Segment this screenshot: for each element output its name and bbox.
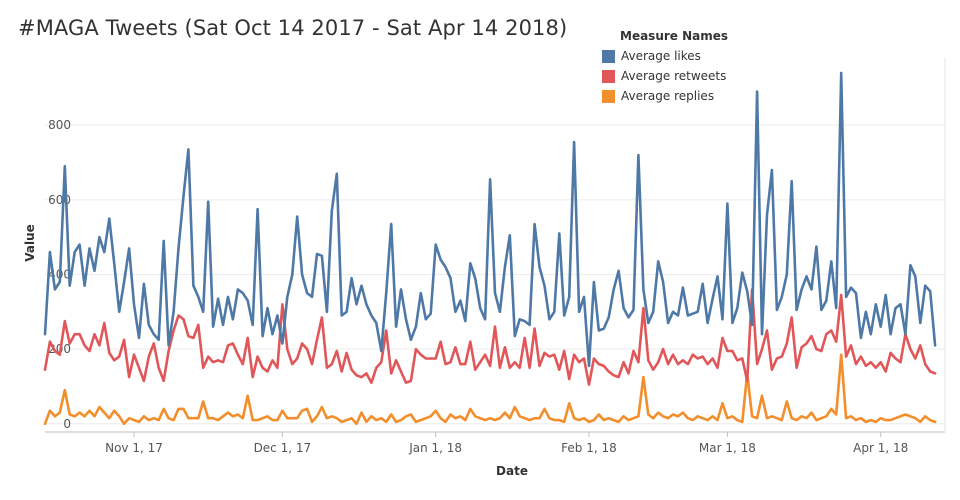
legend-label-likes: Average likes [621, 49, 701, 63]
series-lines [43, 71, 937, 426]
x-axis-label: Date [496, 464, 528, 478]
chart-title: #MAGA Tweets (Sat Oct 14 2017 - Sat Apr … [18, 16, 568, 40]
x-tick-label: Mar 1, 18 [699, 441, 756, 455]
x-tick-label: Nov 1, 17 [105, 441, 163, 455]
x-tick-label: Jan 1, 18 [408, 441, 462, 455]
legend-label-replies: Average replies [621, 89, 715, 103]
series-line-likes[interactable] [43, 71, 937, 368]
x-tick-label: Feb 1, 18 [561, 441, 617, 455]
y-axis-label: Value [23, 224, 37, 262]
legend-swatch-retweets [602, 69, 615, 83]
series-line-replies[interactable] [43, 353, 937, 426]
y-tick-label: 800 [48, 118, 71, 132]
legend-swatch-replies [602, 89, 615, 103]
x-tick-label: Dec 1, 17 [254, 441, 312, 455]
series-line-retweets[interactable] [43, 288, 937, 386]
legend-title: Measure Names [620, 29, 729, 43]
legend-item-retweets[interactable]: Average retweets [602, 66, 728, 86]
y-tick-label: 0 [63, 417, 71, 431]
legend-item-likes[interactable]: Average likes [602, 46, 728, 66]
x-tick-label: Apr 1, 18 [853, 441, 908, 455]
legend-swatch-likes [602, 49, 615, 63]
legend: Measure Names Average likes Average retw… [602, 29, 728, 106]
legend-item-replies[interactable]: Average replies [602, 86, 728, 106]
legend-label-retweets: Average retweets [621, 69, 727, 83]
x-axis-ticks: Nov 1, 17 Dec 1, 17 Jan 1, 18 Feb 1, 18 Mar … [105, 432, 908, 455]
